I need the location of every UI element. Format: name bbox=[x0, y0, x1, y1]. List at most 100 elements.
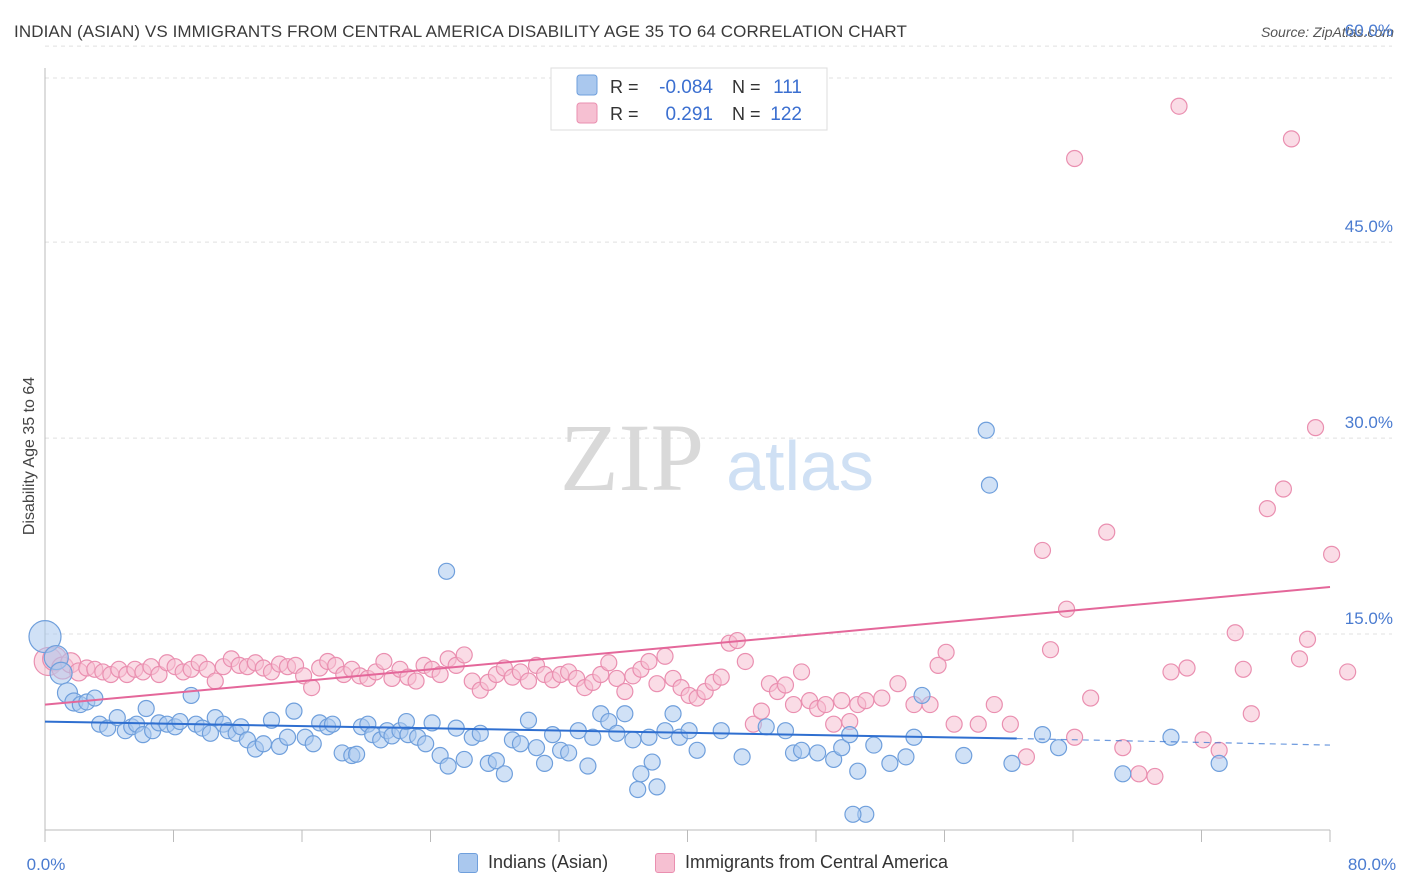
legend-r-label-1: R = bbox=[610, 77, 639, 97]
point-indians bbox=[608, 724, 626, 742]
point-central-america bbox=[150, 665, 168, 684]
bottom-legend-item-central-america: Immigrants from Central America bbox=[655, 852, 948, 873]
point-central-america bbox=[1033, 541, 1052, 560]
point-central-america bbox=[1001, 715, 1019, 733]
point-indians bbox=[913, 686, 931, 705]
point-indians bbox=[680, 722, 698, 740]
point-indians bbox=[648, 778, 666, 796]
trend-line-indians-extension bbox=[1016, 737, 1331, 746]
point-central-america bbox=[969, 715, 987, 733]
point-indians bbox=[688, 741, 706, 759]
point-central-america bbox=[1274, 480, 1293, 498]
legend-r-value-2: 0.291 bbox=[665, 104, 713, 125]
point-indians bbox=[1210, 754, 1228, 772]
point-central-america bbox=[1306, 419, 1325, 437]
y-tick-label: 30.0% bbox=[1345, 413, 1393, 432]
point-central-america bbox=[1130, 765, 1148, 783]
bottom-legend-item-indians: Indians (Asian) bbox=[458, 852, 608, 873]
point-central-america bbox=[1098, 523, 1116, 541]
point-indians bbox=[579, 757, 597, 775]
legend-n-value-1: 111 bbox=[773, 77, 802, 98]
point-central-america bbox=[752, 702, 770, 720]
point-indians bbox=[254, 735, 273, 753]
point-central-america bbox=[1242, 705, 1260, 723]
point-indians bbox=[397, 712, 416, 731]
point-central-america bbox=[1194, 731, 1212, 749]
point-indians bbox=[733, 748, 751, 766]
bottom-legend-label-indians: Indians (Asian) bbox=[488, 852, 609, 872]
point-indians bbox=[955, 746, 973, 765]
legend-n-label-1: N = bbox=[732, 77, 761, 97]
trend-line-indians bbox=[44, 720, 1017, 740]
point-indians bbox=[1114, 765, 1132, 783]
point-central-america bbox=[1323, 545, 1341, 563]
y-tick-label: 60.0% bbox=[1345, 21, 1393, 40]
legend-box: R = -0.084 N = 111 R = 0.291 N = 122 bbox=[550, 67, 828, 131]
point-central-america bbox=[1082, 689, 1100, 707]
y-tick-label: 15.0% bbox=[1345, 609, 1393, 628]
point-indians bbox=[171, 712, 189, 731]
point-indians bbox=[285, 702, 303, 720]
point-indians bbox=[527, 739, 546, 757]
legend-swatch-blue bbox=[576, 74, 598, 96]
point-indians bbox=[304, 735, 322, 753]
point-indians bbox=[439, 757, 457, 775]
point-indians bbox=[535, 754, 554, 772]
point-central-america bbox=[1258, 500, 1276, 518]
point-central-america bbox=[1339, 663, 1357, 681]
chart-title: INDIAN (ASIAN) VS IMMIGRANTS FROM CENTRA… bbox=[14, 22, 907, 41]
point-indians bbox=[86, 689, 104, 707]
point-central-america bbox=[712, 668, 730, 686]
point-indians bbox=[108, 709, 126, 727]
point-indians bbox=[1033, 726, 1052, 744]
legend-r-label-2: R = bbox=[610, 104, 639, 124]
point-central-america bbox=[656, 647, 674, 665]
point-indians bbox=[825, 750, 843, 769]
point-central-america bbox=[833, 692, 851, 710]
point-indians bbox=[792, 741, 811, 759]
point-indians bbox=[643, 753, 661, 771]
point-indians bbox=[1003, 754, 1021, 772]
point-central-america bbox=[640, 652, 658, 671]
legend-swatch-indians bbox=[458, 852, 478, 873]
point-indians bbox=[437, 562, 456, 580]
point-central-america bbox=[303, 678, 321, 697]
point-central-america bbox=[937, 643, 955, 661]
point-central-america bbox=[431, 665, 449, 684]
point-central-america bbox=[407, 672, 425, 690]
point-indians bbox=[640, 728, 658, 746]
point-central-america bbox=[519, 672, 538, 690]
point-indians bbox=[323, 715, 342, 733]
legend-r-value-1: -0.084 bbox=[659, 77, 713, 98]
point-indians bbox=[600, 712, 618, 731]
trend-lines bbox=[44, 586, 1331, 746]
point-indians bbox=[977, 421, 995, 439]
point-central-america bbox=[1057, 600, 1076, 618]
point-indians bbox=[629, 780, 647, 799]
bottom-legend-label-central-america: Immigrants from Central America bbox=[685, 852, 949, 872]
point-indians bbox=[543, 726, 562, 744]
point-central-america bbox=[792, 663, 811, 681]
point-indians bbox=[471, 724, 489, 742]
point-indians bbox=[624, 731, 642, 749]
point-central-america bbox=[1041, 641, 1060, 659]
point-central-america bbox=[1234, 660, 1252, 678]
point-indians bbox=[881, 754, 899, 772]
point-central-america bbox=[1170, 97, 1188, 115]
point-indians bbox=[487, 752, 505, 770]
point-indians bbox=[844, 805, 862, 823]
point-central-america bbox=[825, 715, 843, 733]
point-indians bbox=[584, 728, 602, 746]
source-label: Source: ZipAtlas.com bbox=[1260, 24, 1394, 40]
point-indians bbox=[776, 722, 795, 740]
x-tick-label-max: 80.0% bbox=[1348, 855, 1396, 874]
point-central-america bbox=[784, 695, 803, 714]
point-indians bbox=[137, 699, 155, 718]
point-central-america bbox=[1162, 663, 1180, 681]
point-central-america bbox=[1066, 149, 1084, 168]
point-central-america bbox=[600, 654, 618, 672]
point-indians bbox=[632, 765, 650, 783]
bottom-legend: Indians (Asian) Immigrants from Central … bbox=[0, 852, 1406, 878]
watermark-zip: ZIP bbox=[560, 404, 704, 511]
point-central-america bbox=[985, 695, 1003, 714]
